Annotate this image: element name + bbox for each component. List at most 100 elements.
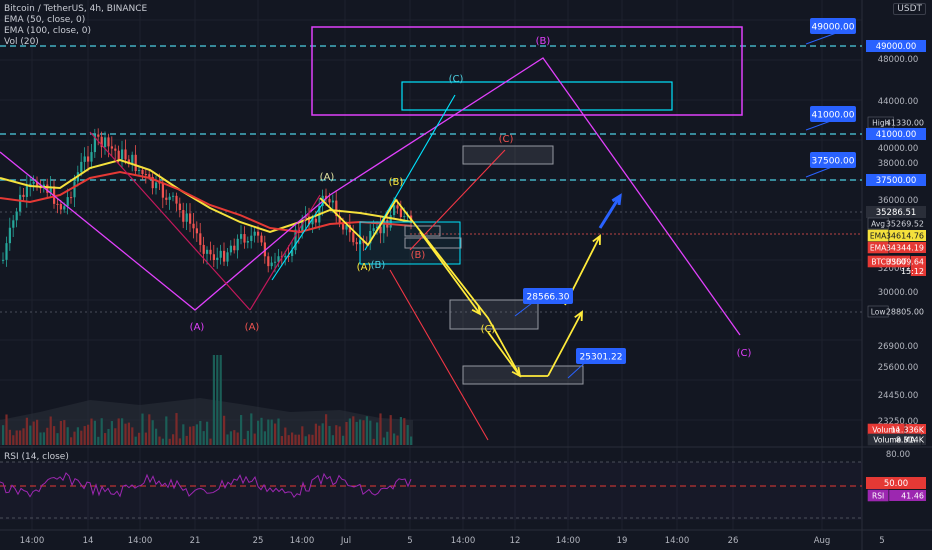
rsi-title[interactable]: RSI (14, close) <box>4 452 69 462</box>
volume-bar <box>138 432 141 445</box>
time-axis-label: Jul <box>340 536 351 546</box>
price-tag-value-box <box>889 306 926 317</box>
candle-body <box>206 249 209 254</box>
price-tag-key: Volume <box>872 426 900 435</box>
candle-body <box>277 256 280 262</box>
volume-bar <box>328 425 331 445</box>
red-projection-down <box>389 269 489 441</box>
candle-body <box>355 242 358 245</box>
price-tag-key: Low <box>871 308 886 317</box>
price-tag-value: 8.314K <box>896 436 925 445</box>
volume-bar <box>121 418 124 445</box>
volume-bar <box>246 430 249 445</box>
candle-body <box>114 148 117 151</box>
time-axis-label: 14:00 <box>20 536 45 546</box>
volume-ma-area <box>0 398 413 445</box>
price-tag-value: 34614.76 <box>886 232 924 241</box>
volume-bar <box>233 430 236 445</box>
volume-bar <box>236 432 239 445</box>
yellow-arrow-down-head <box>511 366 522 378</box>
price-tag-box <box>866 40 926 52</box>
volume-bar <box>56 433 59 445</box>
candle-body <box>229 245 232 253</box>
candle-body <box>127 159 130 165</box>
price-scale-label: 24450.00 <box>878 391 919 401</box>
price-tag-value-box <box>889 242 926 253</box>
volume-bar <box>386 431 389 445</box>
volume-bar <box>8 429 11 445</box>
volume-bar <box>124 423 127 445</box>
candle-body <box>294 229 297 251</box>
volume-bar <box>32 421 35 445</box>
volume-bar <box>202 431 205 445</box>
wave-label: (B) <box>411 250 426 261</box>
volume-bar <box>216 355 219 445</box>
candle-body <box>311 218 314 225</box>
price-tag-key-box <box>867 305 889 318</box>
currency-badge[interactable]: USDT <box>893 3 926 15</box>
candles-group <box>2 128 413 273</box>
candle-body <box>49 186 52 193</box>
volume-bar <box>59 420 62 445</box>
candle-body <box>192 223 195 229</box>
candle-body <box>121 149 124 160</box>
candle-body <box>393 205 396 216</box>
volume-bar <box>263 431 266 445</box>
candle-body <box>144 174 147 176</box>
volume-bar <box>314 423 317 445</box>
time-axis-label: 14:00 <box>451 536 476 546</box>
time-axis-label: 14:00 <box>290 536 315 546</box>
price-callout-label: 49000.00 <box>812 23 855 33</box>
volume-bar <box>19 430 22 445</box>
price-tag-value-box <box>889 230 926 241</box>
volume-bar <box>178 438 181 445</box>
volume-bar <box>365 416 368 445</box>
candle-body <box>223 250 226 262</box>
candle-body <box>274 261 277 263</box>
candle-body <box>287 255 290 257</box>
symbol-title[interactable]: Bitcoin / TetherUS, 4h, BINANCE <box>4 4 148 14</box>
volume-bar <box>393 433 396 445</box>
candle-body <box>226 252 229 262</box>
volume-bar <box>63 420 66 445</box>
volume-legend[interactable]: Vol (20) <box>4 37 39 47</box>
time-axis-label: 5 <box>879 536 884 546</box>
candle-body <box>202 244 205 254</box>
candle-body <box>178 203 181 211</box>
price-tag-value-box <box>894 117 926 128</box>
volume-bar <box>182 424 185 445</box>
price-scale-label: 38000.00 <box>878 159 919 169</box>
price-tag-value-box <box>921 434 926 445</box>
volume-bar <box>297 434 300 445</box>
price-scale-label: 30000.00 <box>878 288 919 298</box>
price-tag-value-box <box>910 256 926 276</box>
candle-body <box>93 134 96 153</box>
price-tag-value: 34344.19 <box>886 244 924 253</box>
candle-body <box>138 169 141 172</box>
volume-bar <box>36 419 39 445</box>
volume-bar <box>348 418 351 445</box>
price-tag-label: 35286.51 <box>876 208 917 218</box>
candle-body <box>212 254 215 261</box>
volume-bar <box>250 413 253 445</box>
ema100-legend[interactable]: EMA (100, close, 0) <box>4 26 92 36</box>
volume-bar <box>338 426 341 445</box>
candle-body <box>100 136 103 148</box>
price-tag-value-box <box>905 424 926 435</box>
candle-body <box>185 213 188 222</box>
volume-bar <box>134 436 137 445</box>
ema50-legend[interactable]: EMA (50, close, 0) <box>4 15 86 25</box>
wave-label: (A) <box>320 172 335 183</box>
price-tag-value: 11.336K <box>891 426 925 435</box>
yellow-arrow-down <box>487 331 521 377</box>
volume-bar <box>372 438 375 445</box>
volume-bar <box>199 420 202 445</box>
candle-body <box>165 197 168 200</box>
price-tag-key-box <box>867 241 889 254</box>
price-callout-label: 37500.00 <box>812 157 855 167</box>
volume-bar <box>331 435 334 445</box>
price-callout-box <box>810 106 856 122</box>
legend: Bitcoin / TetherUS, 4h, BINANCE EMA (50,… <box>4 4 147 48</box>
candle-body <box>36 181 39 187</box>
